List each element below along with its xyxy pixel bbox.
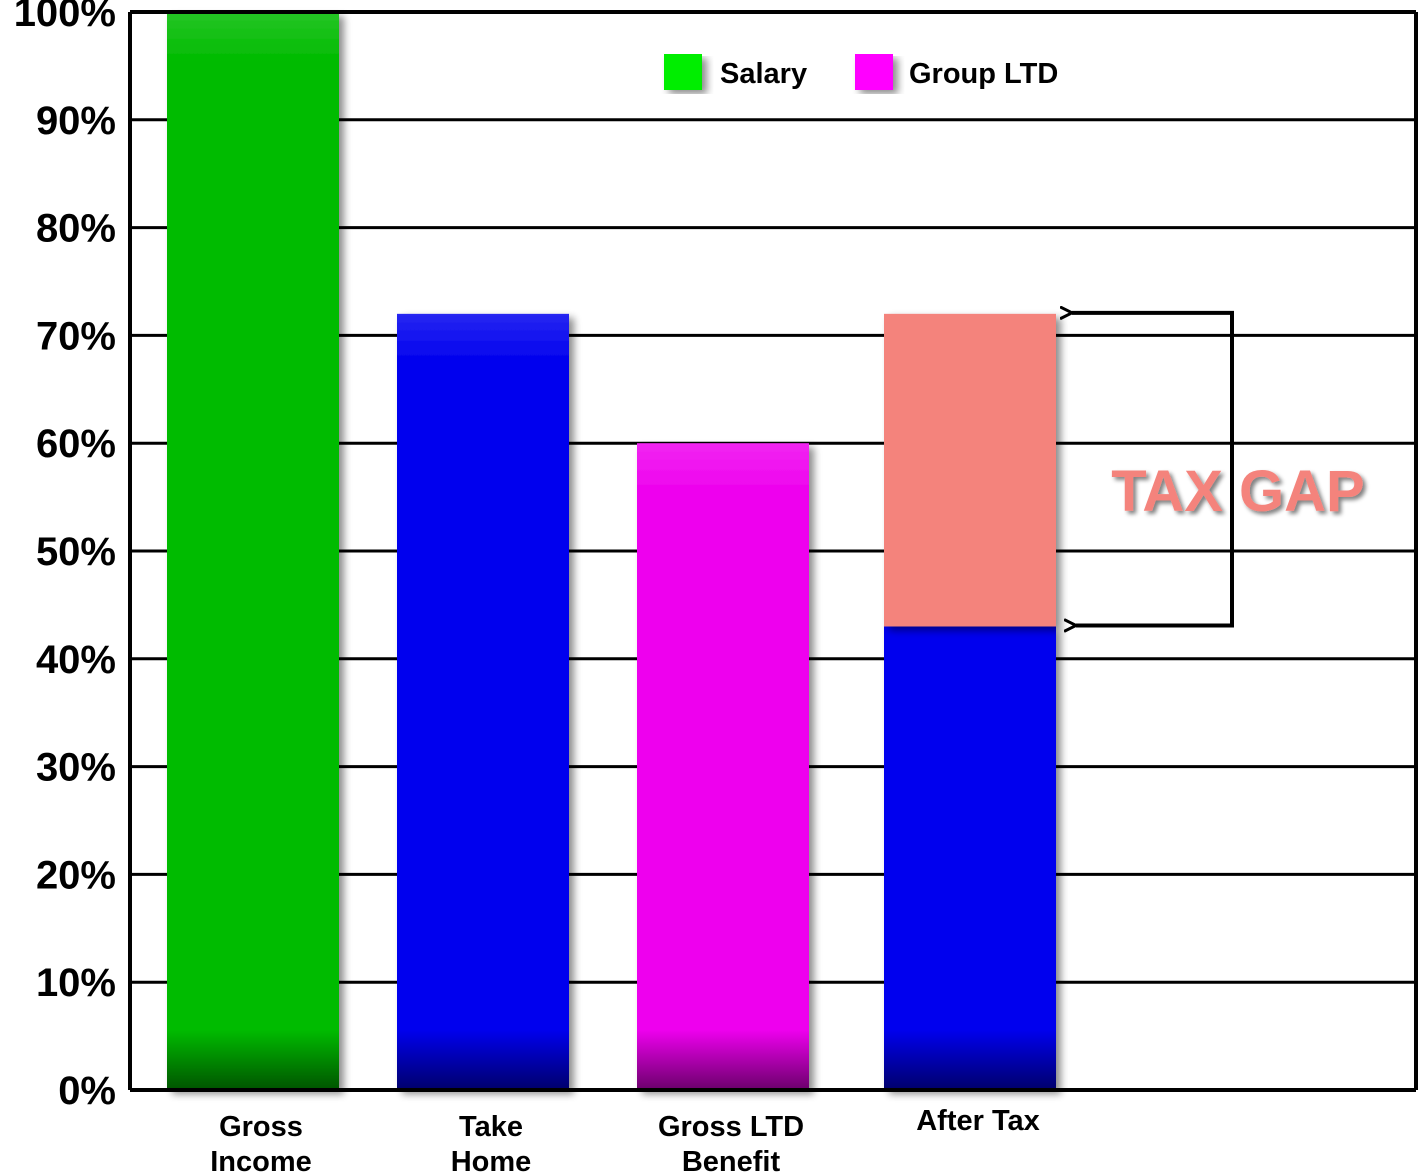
bar-segment <box>167 12 339 1090</box>
y-tick-label: 70% <box>36 314 116 358</box>
y-tick-label: 0% <box>58 1069 116 1113</box>
y-tick-label: 90% <box>36 99 116 143</box>
legend: Salary Group LTD <box>664 54 1058 90</box>
x-category-label: Gross Income <box>210 1111 312 1176</box>
x-category-label: Take Home <box>451 1111 532 1176</box>
tax-gap-annotation: TAX GAP <box>1072 313 1365 626</box>
y-tick-label: 10% <box>36 961 116 1005</box>
y-tick-label: 60% <box>36 422 116 466</box>
y-tick-labels: 0% 10% 20% 30% 40% 50% 60% 70% 80% 90% 100% <box>14 0 116 1113</box>
legend-swatch <box>855 54 893 90</box>
y-tick-label: 30% <box>36 746 116 790</box>
y-tick-label: 100% <box>14 0 116 35</box>
axes <box>128 10 1418 1092</box>
y-tick-label: 80% <box>36 207 116 251</box>
bar-segment <box>884 313 1056 627</box>
x-category-label: After Tax <box>916 1105 1040 1137</box>
bars <box>167 12 1056 1091</box>
y-tick-label: 20% <box>36 853 116 897</box>
y-tick-label: 40% <box>36 638 116 682</box>
legend-label: Group LTD <box>909 58 1058 90</box>
y-tick-label: 50% <box>36 530 116 574</box>
bar-segment <box>884 626 1056 1090</box>
bar-segment <box>397 313 569 1091</box>
x-category-label: Gross LTD Benefit <box>658 1111 804 1176</box>
bar-segment <box>637 443 809 1090</box>
legend-label: Salary <box>720 58 807 90</box>
x-category-labels: Gross Income Take Home Gross LTD Benefit After… <box>210 1105 1040 1176</box>
legend-swatch <box>664 54 702 90</box>
tax-gap-label: TAX GAP <box>1111 459 1365 524</box>
